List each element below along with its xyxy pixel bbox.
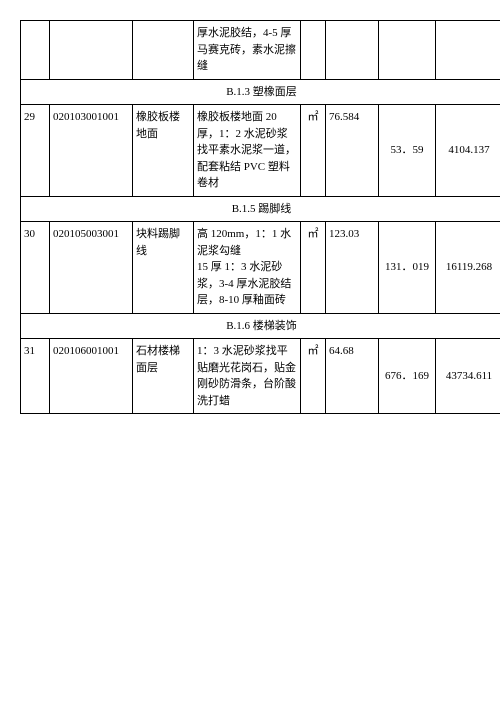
table-row: 30 020105003001 块料踢脚线 高 120mm，1：1 水泥浆勾缝1… — [21, 222, 500, 314]
cost-table: 厚水泥胶结，4-5 厚马赛克砖，素水泥擦缝 B.1.3 塑橡面层 29 0201… — [20, 20, 500, 414]
cell-desc: 橡胶板楼地面 20 厚，1：2 水泥砂浆找平素水泥浆一道，配套粘结 PVC 塑料… — [194, 105, 301, 197]
cell-unit: ㎡ — [301, 222, 326, 314]
section-row: B.1.3 塑橡面层 — [21, 79, 500, 105]
table-row: 厚水泥胶结，4-5 厚马赛克砖，素水泥擦缝 — [21, 21, 500, 80]
cell-name: 石材楼梯面层 — [133, 339, 194, 414]
cell-desc: 高 120mm，1：1 水泥浆勾缝15 厚 1：3 水泥砂浆，3-4 厚水泥胶结… — [194, 222, 301, 314]
table-row: 29 020103001001 橡胶板楼地面 橡胶板楼地面 20 厚，1：2 水… — [21, 105, 500, 197]
cell-name: 块料踢脚线 — [133, 222, 194, 314]
cell-qty: 76.584 — [326, 105, 379, 197]
cell-code: 020103001001 — [50, 105, 133, 197]
cell-desc: 厚水泥胶结，4-5 厚马赛克砖，素水泥擦缝 — [194, 21, 301, 80]
cell-idx: 31 — [21, 339, 50, 414]
cell-total — [436, 21, 500, 80]
cell-qty: 123.03 — [326, 222, 379, 314]
cell-total: 16119.268 — [436, 222, 500, 314]
cell-price — [379, 21, 436, 80]
cell-unit — [301, 21, 326, 80]
cell-unit: ㎡ — [301, 105, 326, 197]
cell-idx — [21, 21, 50, 80]
cell-desc: 1：3 水泥砂浆找平贴磨光花岗石，贴金刚砂防滑条，台阶酸洗打蜡 — [194, 339, 301, 414]
section-row: B.1.6 楼梯装饰 — [21, 313, 500, 339]
section-row: B.1.5 踢脚线 — [21, 196, 500, 222]
section-title: B.1.5 踢脚线 — [21, 196, 500, 222]
cell-total: 4104.137 — [436, 105, 500, 197]
cell-idx: 30 — [21, 222, 50, 314]
cell-name — [133, 21, 194, 80]
cell-price: 676．169 — [379, 339, 436, 414]
cell-qty — [326, 21, 379, 80]
section-title: B.1.3 塑橡面层 — [21, 79, 500, 105]
cell-price: 53．59 — [379, 105, 436, 197]
section-title: B.1.6 楼梯装饰 — [21, 313, 500, 339]
table-row: 31 020106001001 石材楼梯面层 1：3 水泥砂浆找平贴磨光花岗石，… — [21, 339, 500, 414]
cell-code: 020106001001 — [50, 339, 133, 414]
cell-qty: 64.68 — [326, 339, 379, 414]
cell-unit: ㎡ — [301, 339, 326, 414]
cell-code — [50, 21, 133, 80]
cell-name: 橡胶板楼地面 — [133, 105, 194, 197]
cell-idx: 29 — [21, 105, 50, 197]
cell-price: 131．019 — [379, 222, 436, 314]
cell-total: 43734.611 — [436, 339, 500, 414]
cell-code: 020105003001 — [50, 222, 133, 314]
